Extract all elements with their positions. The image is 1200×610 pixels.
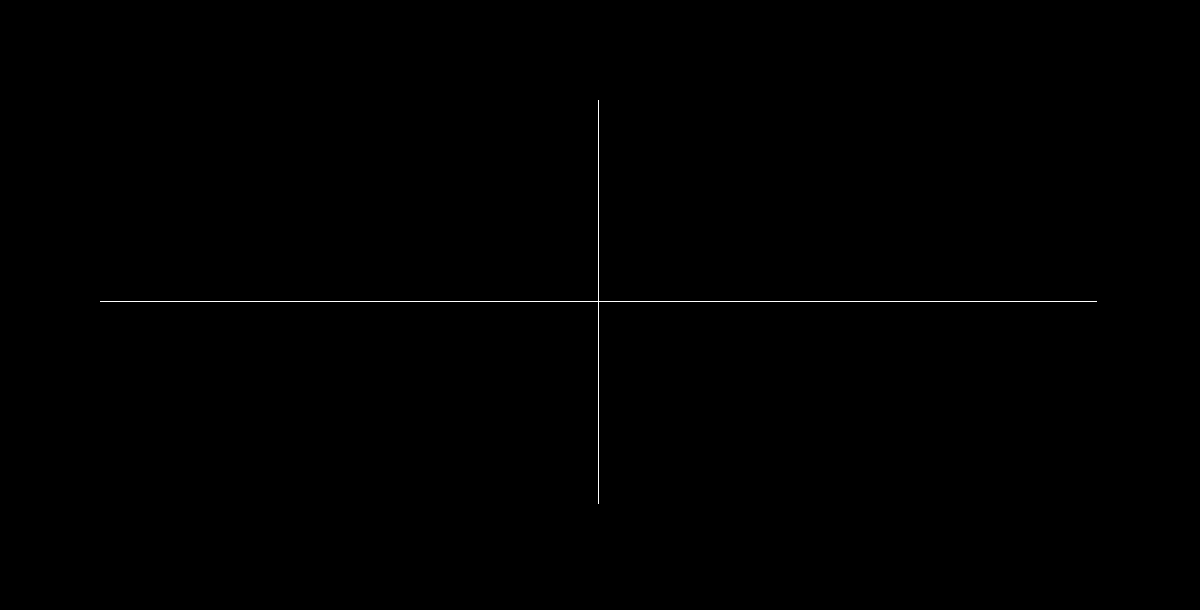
meridian-180-reference-line — [598, 100, 599, 504]
magnetogram-plot-area — [100, 100, 1097, 504]
